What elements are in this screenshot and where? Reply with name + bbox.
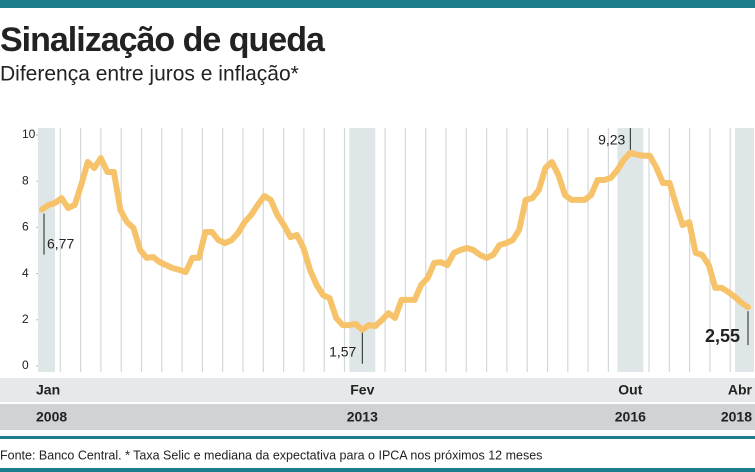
y-tick-label: 6 bbox=[22, 220, 29, 234]
y-tick-label: 10 bbox=[22, 127, 36, 141]
value-label: 6,77 bbox=[47, 235, 74, 251]
year-label: 2008 bbox=[36, 409, 67, 425]
y-tick-label: 4 bbox=[22, 266, 29, 280]
x-tick-label: Jan bbox=[36, 382, 60, 398]
month-row bbox=[0, 378, 755, 402]
stripes bbox=[38, 128, 754, 372]
year-label: 2013 bbox=[347, 409, 378, 425]
year-label: 2016 bbox=[615, 409, 646, 425]
x-tick-label: Abr bbox=[728, 382, 753, 398]
y-tick-label: 0 bbox=[22, 358, 29, 372]
divider bbox=[0, 436, 755, 439]
value-label: 2,55 bbox=[705, 326, 740, 346]
source: Fonte: Banco Central. * Taxa Selic e med… bbox=[0, 448, 542, 462]
y-tick-label: 2 bbox=[22, 312, 29, 326]
value-label: 1,57 bbox=[329, 343, 356, 359]
value-label: 9,23 bbox=[598, 131, 625, 147]
bottom-bar bbox=[0, 468, 755, 472]
year-row bbox=[0, 404, 755, 430]
year-label: 2018 bbox=[721, 409, 752, 425]
x-tick-label: Fev bbox=[350, 382, 374, 398]
x-tick-label: Out bbox=[618, 382, 642, 398]
band bbox=[38, 128, 55, 372]
data-line bbox=[39, 149, 751, 333]
chart-subtitle: Diferença entre juros e inflação* bbox=[0, 63, 299, 86]
chart-title: Sinalização de queda bbox=[0, 21, 326, 59]
y-tick-label: 8 bbox=[22, 173, 29, 187]
top-bar bbox=[0, 0, 755, 8]
band bbox=[735, 128, 754, 372]
